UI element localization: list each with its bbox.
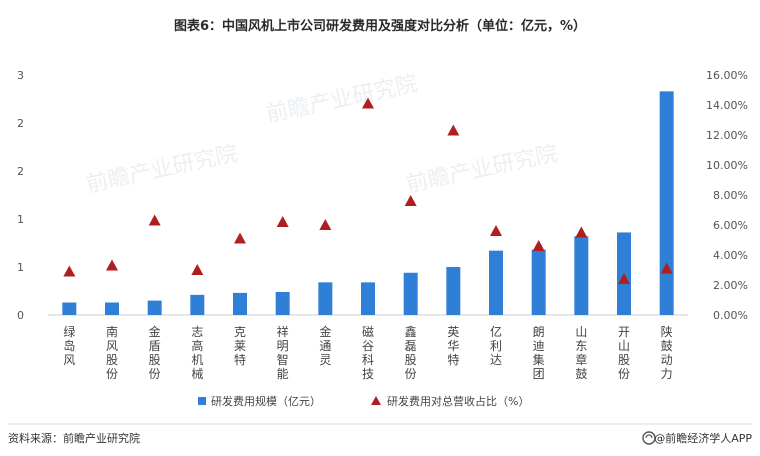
ratio-marker xyxy=(319,219,332,230)
category-label: 祥明智能 xyxy=(277,325,289,381)
ratio-marker xyxy=(63,265,76,277)
y-right-tick-label: 16.00% xyxy=(706,69,748,82)
ratio-marker xyxy=(276,216,289,227)
bar xyxy=(446,267,461,315)
category-label: 朗迪集团 xyxy=(533,325,545,381)
ratio-marker xyxy=(618,273,630,284)
bar xyxy=(489,250,503,315)
bar xyxy=(105,302,119,315)
chart-title: 图表6：中国风机上市公司研发费用及强度对比分析（单位：亿元，%） xyxy=(174,18,586,34)
y-right-tick-label: 12.00% xyxy=(706,129,748,142)
y-right-tick-label: 4.00% xyxy=(713,249,748,262)
ratio-marker xyxy=(106,259,118,271)
legend: 研发费用规模（亿元） 研发费用对总营收占比（%） xyxy=(198,394,529,408)
category-label: 绿岛风 xyxy=(63,324,75,367)
category-label: 英华特 xyxy=(447,325,459,367)
footer-source: 资料来源：前瞻产业研究院 xyxy=(8,431,140,445)
watermark: 前瞻产业研究院 xyxy=(404,141,560,197)
watermark-group: 前瞻产业研究院 前瞻产业研究院 前瞻产业研究院 xyxy=(84,71,560,197)
brand-logo-icon xyxy=(642,431,656,445)
y-right-tick-label: 6.00% xyxy=(713,219,748,232)
ratio-marker xyxy=(148,214,161,226)
y-right-tick-label: 8.00% xyxy=(713,189,748,202)
legend-marker-label: 研发费用对总营收占比（%） xyxy=(387,394,529,408)
category-label: 金通灵 xyxy=(319,324,331,367)
y-left-tick-label: 3 xyxy=(17,69,24,82)
bar xyxy=(62,302,77,315)
y-left-tick-label: 1 xyxy=(17,261,24,274)
bars-group xyxy=(62,91,674,315)
axes-group: 0 1 1 2 2 3 0.00% 2.00% 4.00% 6.00% 8.00% 10.00% 12.… xyxy=(17,69,748,322)
bar xyxy=(275,291,290,315)
legend-bar-label: 研发费用规模（亿元） xyxy=(211,394,321,408)
category-label: 陕鼓动力 xyxy=(661,324,673,381)
bar xyxy=(361,282,375,315)
y-left-tick-label: 0 xyxy=(17,309,24,322)
legend-marker-swatch xyxy=(371,396,381,405)
ratio-marker xyxy=(404,195,417,206)
ratio-marker xyxy=(490,225,502,236)
watermark: 前瞻产业研究院 xyxy=(84,141,240,197)
category-labels-group: 绿岛风 南风股份 金盾股份 志高机械 克莱特 祥明智能 金通灵 磁谷科技 鑫磊股份 英华特 亿利达 朗… xyxy=(63,324,672,381)
category-label: 鑫磊股份 xyxy=(405,324,417,381)
bar xyxy=(318,282,333,315)
y-right-tick-label: 0.00% xyxy=(713,309,748,322)
y-right-tick-label: 14.00% xyxy=(706,99,748,112)
ratio-marker xyxy=(362,97,374,109)
ratio-marker xyxy=(447,124,460,136)
category-label: 金盾股份 xyxy=(149,324,161,381)
bar xyxy=(659,91,674,315)
bar xyxy=(574,236,589,315)
markers-group xyxy=(63,97,673,284)
ratio-marker xyxy=(575,226,588,238)
y-right-tick-label: 2.00% xyxy=(713,279,748,292)
category-label: 志高机械 xyxy=(191,325,203,381)
category-label: 磁谷科技 xyxy=(362,324,374,381)
bar xyxy=(147,300,162,315)
category-label: 山东章鼓 xyxy=(575,325,587,381)
category-label: 开山股份 xyxy=(618,325,630,381)
bar xyxy=(403,272,418,315)
ratio-marker xyxy=(532,240,545,251)
watermark: 前瞻产业研究院 xyxy=(264,71,420,127)
footer-brand: @前瞻经济学人APP xyxy=(654,431,752,445)
bar xyxy=(531,249,546,315)
ratio-marker xyxy=(191,264,204,275)
bar xyxy=(233,292,247,315)
bar xyxy=(190,294,205,315)
category-label: 克莱特 xyxy=(234,325,246,367)
y-left-tick-label: 2 xyxy=(17,165,24,178)
y-left-tick-label: 2 xyxy=(17,117,24,130)
y-left-tick-label: 1 xyxy=(17,213,24,226)
y-right-tick-label: 10.00% xyxy=(706,159,748,172)
category-label: 南风股份 xyxy=(106,324,118,381)
ratio-marker xyxy=(660,262,673,274)
legend-bar-swatch xyxy=(198,397,206,405)
ratio-marker xyxy=(234,232,246,244)
category-label: 亿利达 xyxy=(490,324,502,367)
